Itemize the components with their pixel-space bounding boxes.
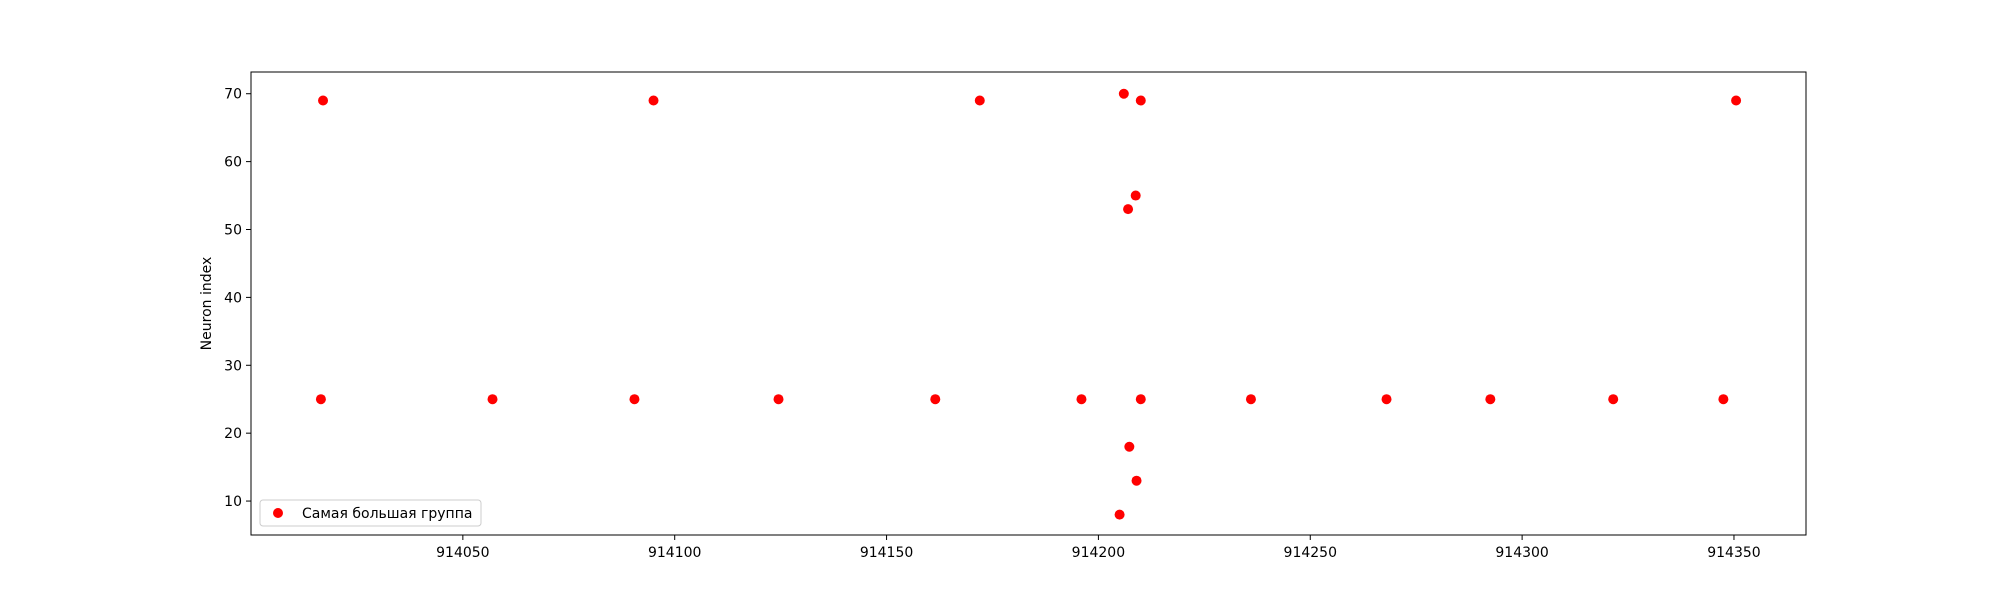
y-tick-label: 70 (224, 87, 242, 103)
data-point (1381, 394, 1392, 405)
x-tick-label: 914050 (436, 545, 489, 561)
y-axis-ticks: 10 20 30 40 50 60 70 (224, 87, 251, 510)
data-point (1130, 190, 1141, 201)
data-point (1245, 394, 1256, 405)
x-tick-label: 914300 (1495, 545, 1548, 561)
y-tick-label: 30 (224, 358, 242, 374)
data-point (1135, 394, 1146, 405)
data-point (318, 95, 329, 106)
data-point (1118, 88, 1129, 99)
y-tick-label: 10 (224, 494, 242, 510)
data-point (1131, 475, 1142, 486)
data-point (648, 95, 659, 106)
x-axis-ticks: 914050 914100 914150 914200 914250 914300 9143… (436, 535, 1761, 561)
data-point (629, 394, 640, 405)
legend-box (259, 499, 482, 527)
data-point (1608, 394, 1619, 405)
y-tick-label: 50 (224, 223, 242, 239)
legend-marker (273, 508, 283, 518)
data-point (1135, 95, 1146, 106)
data-point (1731, 95, 1742, 106)
data-point (974, 95, 985, 106)
legend-label: Самая большая группа (302, 506, 472, 522)
data-point (487, 394, 498, 405)
y-tick-label: 20 (224, 426, 242, 442)
data-point (315, 394, 326, 405)
x-tick-label: 914200 (1072, 545, 1125, 561)
y-axis-label: Neuron index (199, 257, 215, 351)
x-tick-label: 914100 (648, 545, 701, 561)
data-point (1124, 441, 1135, 452)
legend: Самая большая группа (259, 499, 482, 527)
data-point (930, 394, 941, 405)
y-tick-label: 60 (224, 155, 242, 171)
data-point (773, 394, 784, 405)
data-point (1123, 204, 1134, 215)
x-tick-label: 914250 (1284, 545, 1337, 561)
data-point (1718, 394, 1729, 405)
data-point (1114, 509, 1125, 520)
y-tick-label: 40 (224, 290, 242, 306)
data-point (1485, 394, 1496, 405)
plot-frame (250, 71, 1807, 536)
data-points (315, 88, 1742, 520)
x-tick-label: 914150 (860, 545, 913, 561)
data-point (1076, 394, 1087, 405)
x-tick-label: 914350 (1707, 545, 1760, 561)
